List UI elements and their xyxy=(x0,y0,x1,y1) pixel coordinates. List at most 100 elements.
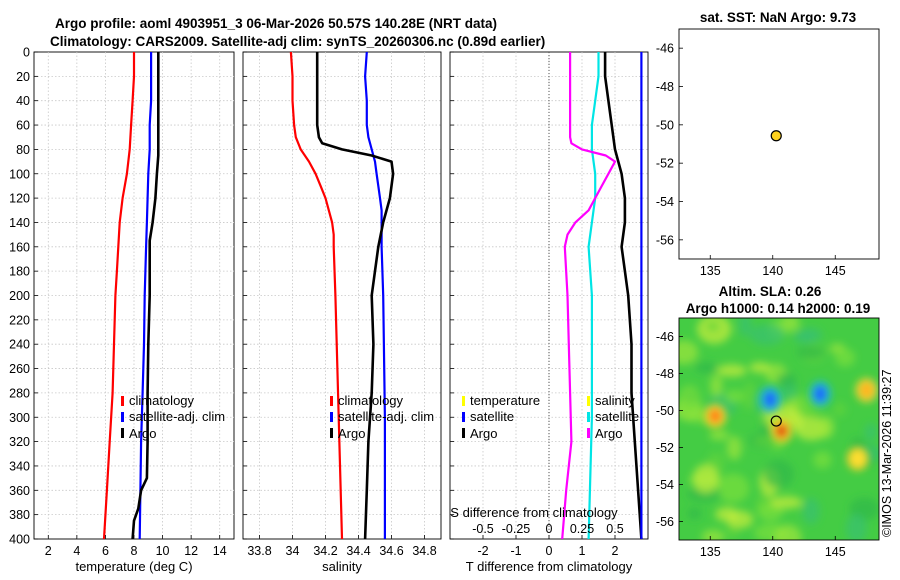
difference-xtick-label: 1 xyxy=(579,544,586,558)
difference-x2tick-label: 0.25 xyxy=(570,522,594,536)
sla-low-anomaly xyxy=(814,385,827,402)
sla-map-xtick-label: 145 xyxy=(825,545,846,559)
series-line-argo xyxy=(131,52,160,539)
legend-label-climatology: climatology xyxy=(129,393,195,408)
ytick-label: 240 xyxy=(9,338,30,352)
sla-map-ytick-label: -54 xyxy=(656,478,674,492)
sla-texture-blob xyxy=(709,429,729,441)
difference-x2tick-label: -0.25 xyxy=(502,522,531,536)
ytick-label: 140 xyxy=(9,216,30,230)
ytick-label: 400 xyxy=(9,533,30,547)
series-line-t-diff-argo xyxy=(603,52,643,539)
difference-series xyxy=(561,52,643,539)
temperature-xlabel: temperature (deg C) xyxy=(75,559,192,574)
sla-texture-blob xyxy=(749,324,785,346)
legend-label-salinity: salinity xyxy=(595,393,635,408)
sla-low-anomaly xyxy=(764,391,777,408)
ytick-label: 80 xyxy=(16,143,30,157)
sla-texture-blob xyxy=(709,374,723,397)
sla-texture-blob xyxy=(679,340,699,365)
temperature-xtick-label: 8 xyxy=(131,544,138,558)
legend-label-argo: Argo xyxy=(595,426,622,441)
series-line-t-diff-satellite xyxy=(587,52,600,539)
legend-swatch-argo xyxy=(330,428,333,438)
salinity-xtick-label: 34.6 xyxy=(379,544,403,558)
sst-map-ytick-label: -50 xyxy=(656,118,674,132)
sst-map-ytick-label: -54 xyxy=(656,195,674,209)
sst-map-xtick-label: 145 xyxy=(825,264,846,278)
temperature-xtick-label: 4 xyxy=(73,544,80,558)
salinity-legend: climatology satellite-adj. clim Argo xyxy=(330,393,434,441)
ytick-label: 260 xyxy=(9,362,30,376)
sla-texture-blob xyxy=(701,529,725,540)
sla-texture-blob xyxy=(749,362,771,373)
sst-map-ytick-label: -52 xyxy=(656,157,674,171)
watermark: ©IMOS 13-Mar-2026 11:39:27 xyxy=(880,370,894,537)
sla-texture-blob xyxy=(834,348,856,367)
sla-texture-blob xyxy=(694,361,718,374)
legend-swatch-climatology xyxy=(121,396,124,406)
salinity-xtick-label: 34.8 xyxy=(412,544,436,558)
sla-texture-blob xyxy=(864,423,878,442)
sla-map-xtick-label: 135 xyxy=(700,545,721,559)
sla-texture-blob xyxy=(813,451,832,469)
temperature-series xyxy=(102,52,160,539)
legend-swatch-satellite xyxy=(462,412,465,422)
legend-label-argo: Argo xyxy=(470,426,497,441)
salinity-xtick-label: 34 xyxy=(286,544,300,558)
sla-texture-blob xyxy=(770,495,803,509)
difference-x2tick-label: 0.5 xyxy=(606,522,623,536)
ytick-label: 160 xyxy=(9,240,30,254)
ytick-label: 340 xyxy=(9,459,30,473)
sla-texture-blob xyxy=(679,385,701,415)
difference-xtick-label: -2 xyxy=(477,544,488,558)
temperature-xtick-label: 10 xyxy=(156,544,170,558)
salinity-xtick-label: 34.2 xyxy=(313,544,337,558)
sla-texture-blob xyxy=(763,459,794,489)
series-line-s-diff-argo xyxy=(561,52,617,539)
sla-map-ytick-label: -48 xyxy=(656,367,674,381)
legend-label-satellite: satellite xyxy=(470,409,514,424)
ytick-label: 200 xyxy=(9,289,30,303)
temperature-xtick-label: 2 xyxy=(45,544,52,558)
series-line-argo xyxy=(315,52,395,539)
legend-swatch-satellite-adj xyxy=(121,412,124,422)
chart-title: Argo profile: aoml 4903951_3 06-Mar-2026… xyxy=(55,16,497,31)
sst-map-ytick-label: -48 xyxy=(656,80,674,94)
sla-texture-blob xyxy=(832,402,847,417)
sla-map-ytick-label: -56 xyxy=(656,515,674,529)
series-line-climatology xyxy=(289,52,344,539)
sla-high-anomaly xyxy=(709,409,722,424)
ytick-label: 380 xyxy=(9,508,30,522)
ytick-label: 360 xyxy=(9,484,30,498)
sst-map-title: sat. SST: NaN Argo: 9.73 xyxy=(700,10,857,25)
legend-swatch-satellite-adj xyxy=(330,412,333,422)
sla-texture-blob xyxy=(716,364,747,377)
salinity-series xyxy=(289,52,395,539)
legend-swatch-salinity xyxy=(587,396,590,406)
ytick-label: 120 xyxy=(9,192,30,206)
sla-texture-blob xyxy=(774,524,802,540)
series-line-climatology xyxy=(102,52,136,539)
difference-x2tick-label: 0 xyxy=(546,522,553,536)
difference-xlabel: T difference from climatology xyxy=(466,559,633,574)
ytick-label: 60 xyxy=(16,119,30,133)
sla-high-anomaly xyxy=(860,383,873,398)
sla-high-anomaly xyxy=(775,423,788,438)
ytick-label: 280 xyxy=(9,386,30,400)
sst-map-argo-location-marker xyxy=(770,130,782,142)
temperature-xtick-label: 6 xyxy=(102,544,109,558)
sla-texture-blob xyxy=(738,318,752,337)
difference-xtick-label: -1 xyxy=(510,544,521,558)
legend-label-temperature: temperature xyxy=(470,393,540,408)
sla-map-ytick-label: -52 xyxy=(656,441,674,455)
sla-texture-blob xyxy=(816,415,835,439)
ytick-label: 20 xyxy=(16,70,30,84)
sla-texture-blob xyxy=(792,331,815,344)
temperature-xtick-label: 12 xyxy=(184,544,198,558)
sla-high-anomaly xyxy=(851,451,864,466)
sla-map-argo-location-marker xyxy=(770,415,782,427)
sst-map-ytick-label: -46 xyxy=(656,42,674,56)
difference-xtick-label: 0 xyxy=(546,544,553,558)
sst-map-xtick-label: 135 xyxy=(700,264,721,278)
